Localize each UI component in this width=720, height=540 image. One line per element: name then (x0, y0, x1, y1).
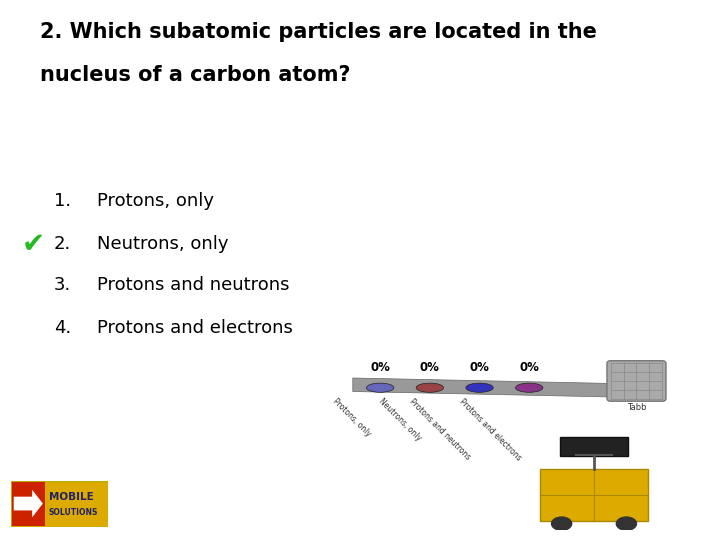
FancyBboxPatch shape (540, 469, 648, 521)
Ellipse shape (466, 383, 493, 392)
Text: MOBILE: MOBILE (49, 491, 94, 502)
FancyBboxPatch shape (560, 437, 628, 456)
Ellipse shape (416, 383, 444, 392)
Text: 3.: 3. (54, 276, 71, 294)
Text: nucleus of a carbon atom?: nucleus of a carbon atom? (40, 65, 350, 85)
Text: 0%: 0% (370, 361, 390, 374)
Text: Protons and neutrons: Protons and neutrons (408, 397, 472, 461)
Text: Neutrons, only: Neutrons, only (97, 235, 229, 253)
Text: Protons, only: Protons, only (97, 192, 215, 210)
Ellipse shape (516, 383, 543, 392)
Polygon shape (14, 490, 43, 517)
Text: Protons and neutrons: Protons and neutrons (97, 276, 289, 294)
Circle shape (616, 517, 636, 530)
Circle shape (552, 517, 572, 530)
Text: 2. Which subatomic particles are located in the: 2. Which subatomic particles are located… (40, 22, 596, 42)
Ellipse shape (366, 383, 394, 392)
Polygon shape (353, 378, 608, 397)
Text: Protons and electrons: Protons and electrons (457, 397, 523, 462)
Text: 0%: 0% (519, 361, 539, 374)
Text: SOLUTIONS: SOLUTIONS (49, 508, 98, 517)
Text: 2.: 2. (54, 235, 71, 253)
FancyBboxPatch shape (11, 481, 108, 526)
Text: Protons, only: Protons, only (331, 397, 373, 438)
Text: 0%: 0% (420, 361, 440, 374)
FancyBboxPatch shape (12, 482, 45, 525)
Text: Protons and electrons: Protons and electrons (97, 319, 293, 336)
Text: Neutrons, only: Neutrons, only (377, 397, 423, 443)
FancyBboxPatch shape (607, 361, 666, 401)
Text: Tabb: Tabb (626, 403, 647, 412)
Text: ✔: ✔ (22, 231, 45, 259)
Text: 4.: 4. (54, 319, 71, 336)
Text: 0%: 0% (469, 361, 490, 374)
Text: 1.: 1. (54, 192, 71, 210)
